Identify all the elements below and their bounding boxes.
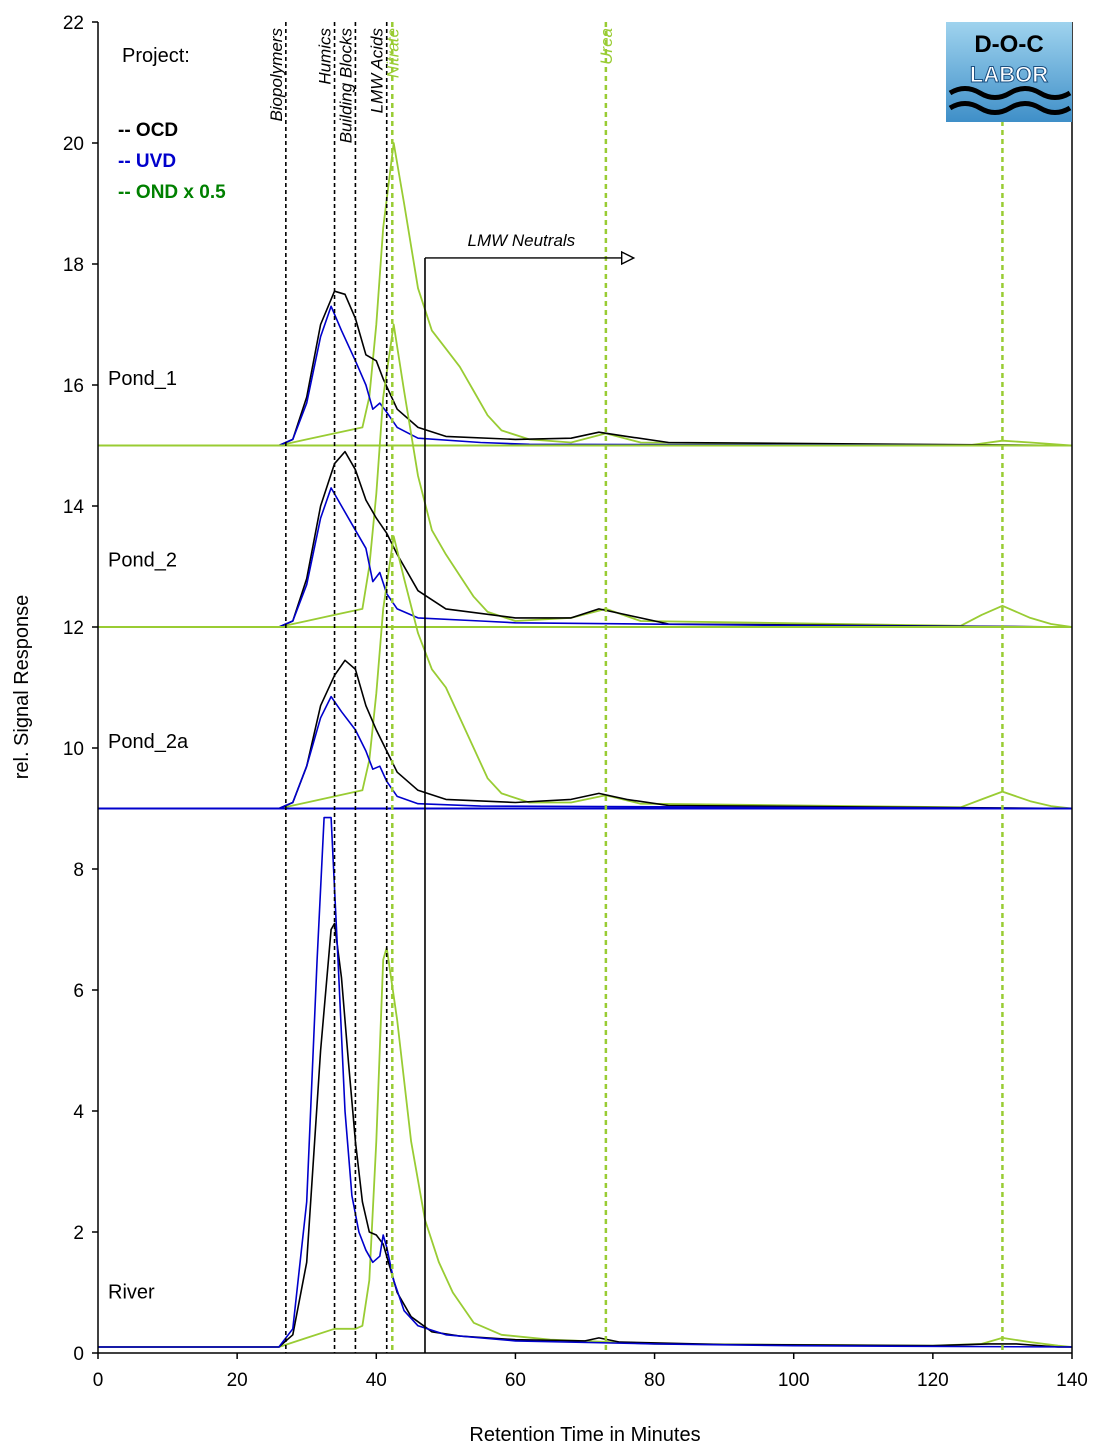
- y-tick-label-14: 14: [63, 497, 85, 518]
- pond-2-ond-line: [98, 323, 1073, 628]
- pond-2-ocd-line: [98, 450, 1073, 628]
- pond-1-uvd-line: [98, 305, 1073, 447]
- marker-label-nitrate: Nitrate: [383, 28, 402, 78]
- lmw-neutrals-arrow-head: [621, 250, 636, 266]
- legend-item-ond: -- OND x 0.5: [118, 182, 226, 203]
- lmw-neutrals-label: LMW Neutrals: [467, 231, 575, 250]
- x-tick-label-80: 80: [644, 1370, 665, 1391]
- x-tick-label-20: 20: [227, 1370, 248, 1391]
- series-layer: [98, 142, 1073, 1348]
- y-tick-label-18: 18: [63, 255, 84, 276]
- legend-item-ocd: -- OCD: [118, 120, 178, 141]
- sample-label-pond-2a: Pond_2a: [108, 731, 189, 753]
- pond-1-ocd-line: [98, 290, 1073, 447]
- logo-title: D-O-C: [974, 31, 1043, 58]
- sample-label-pond-1: Pond_1: [108, 368, 177, 390]
- pond-1-ond-line: [98, 142, 1073, 447]
- pond-2a-ocd-line: [98, 659, 1073, 810]
- axes: 0 2 4 6 8 10 12 14 16 18 20 22 0 20 40 60 80 100 120 140: [63, 13, 1088, 1391]
- doc-labor-logo: D-O-C LABOR: [946, 22, 1072, 122]
- y-tick-label-12: 12: [63, 618, 84, 639]
- x-axis-title: Retention Time in Minutes: [469, 1424, 700, 1446]
- y-tick-label-2: 2: [73, 1223, 84, 1244]
- annotations: Pond_1 Pond_2 Pond_2a River: [108, 368, 189, 1304]
- marker-label-lmw-acids: LMW Acids: [368, 28, 387, 114]
- x-tick-label-40: 40: [366, 1370, 387, 1391]
- marker-label-building-blocks: Building Blocks: [336, 28, 355, 144]
- x-tick-label-0: 0: [93, 1370, 104, 1391]
- logo-wave-2: [948, 101, 1072, 115]
- logo-wave-1: [948, 86, 1072, 100]
- river-ocd-line: [98, 922, 1072, 1348]
- fraction-markers: Biopolymers Humics Building Blocks LMW Acid…: [267, 22, 1012, 1353]
- y-tick-label-20: 20: [63, 134, 84, 155]
- river-uvd-line: [98, 816, 1073, 1348]
- y-tick-label-8: 8: [73, 860, 84, 881]
- y-axis-title: rel. Signal Response: [11, 595, 33, 780]
- y-tick-label-22: 22: [63, 13, 84, 34]
- x-tick-label-140: 140: [1056, 1370, 1088, 1391]
- sample-label-river: River: [108, 1282, 155, 1304]
- project-label: Project:: [122, 45, 190, 67]
- marker-label-biopolymers: Biopolymers: [267, 28, 286, 122]
- pond-2a-uvd-line: [98, 695, 1073, 810]
- marker-label-humics: Humics: [316, 28, 335, 85]
- x-tick-label-120: 120: [917, 1370, 949, 1391]
- pond-2-uvd-line: [98, 487, 1073, 628]
- legend-item-uvd: -- UVD: [118, 151, 176, 172]
- logo-subtitle: LABOR: [970, 62, 1048, 87]
- marker-label-urea: Urea: [597, 28, 616, 65]
- y-tick-label-6: 6: [73, 981, 84, 1002]
- sample-label-pond-2: Pond_2: [108, 550, 177, 572]
- y-tick-label-16: 16: [63, 376, 84, 397]
- x-tick-label-100: 100: [778, 1370, 810, 1391]
- river-ond-line: [98, 946, 1073, 1348]
- x-tick-label-60: 60: [505, 1370, 526, 1391]
- y-tick-label-4: 4: [73, 1102, 84, 1123]
- pond-2a-ond-line: [98, 535, 1073, 810]
- y-tick-label-10: 10: [63, 739, 84, 760]
- y-tick-label-0: 0: [73, 1344, 84, 1365]
